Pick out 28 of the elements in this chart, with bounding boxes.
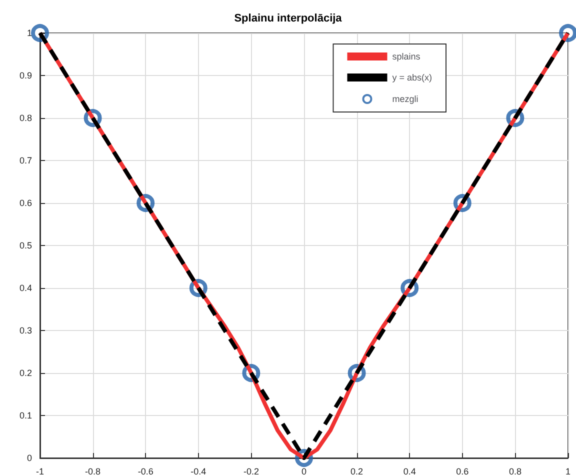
point [31,24,49,42]
legend-label: splains [392,52,421,62]
legend-label: mezgli [392,94,418,104]
x-tick-label: 0.4 [403,466,416,476]
x-tick-label: 1 [565,466,571,476]
x-tick-label: 0 [301,466,307,476]
point [559,24,576,42]
y-tick-label: 0.4 [19,283,32,293]
x-tick-label: 0.6 [456,466,469,476]
y-tick-label: 0.6 [19,198,32,208]
x-tick-label: 0.2 [350,466,364,476]
y-tick-label: 0.2 [19,368,32,378]
x-tick-label: 0.8 [508,466,522,476]
legend-label: y = abs(x) [392,72,432,82]
x-tick-label: -0.4 [190,466,206,476]
x-tick-label: -1 [36,466,44,476]
y-tick-label: 0 [26,453,32,463]
y-tick-label: 0.1 [19,410,32,420]
y-tick-label: 0.9 [19,70,32,80]
x-tick-label: -0.8 [85,466,101,476]
y-tick-label: 0.8 [19,113,32,123]
y-tick-label: 0.5 [19,240,32,250]
x-tick-label: -0.2 [243,466,259,476]
y-tick-label: 1 [26,28,32,38]
y-tick-label: 0.3 [19,326,32,336]
y-tick-label: 0.7 [19,156,32,166]
chart-title: Splainu interpolācija [234,12,343,24]
x-tick-label: -0.6 [138,466,154,476]
